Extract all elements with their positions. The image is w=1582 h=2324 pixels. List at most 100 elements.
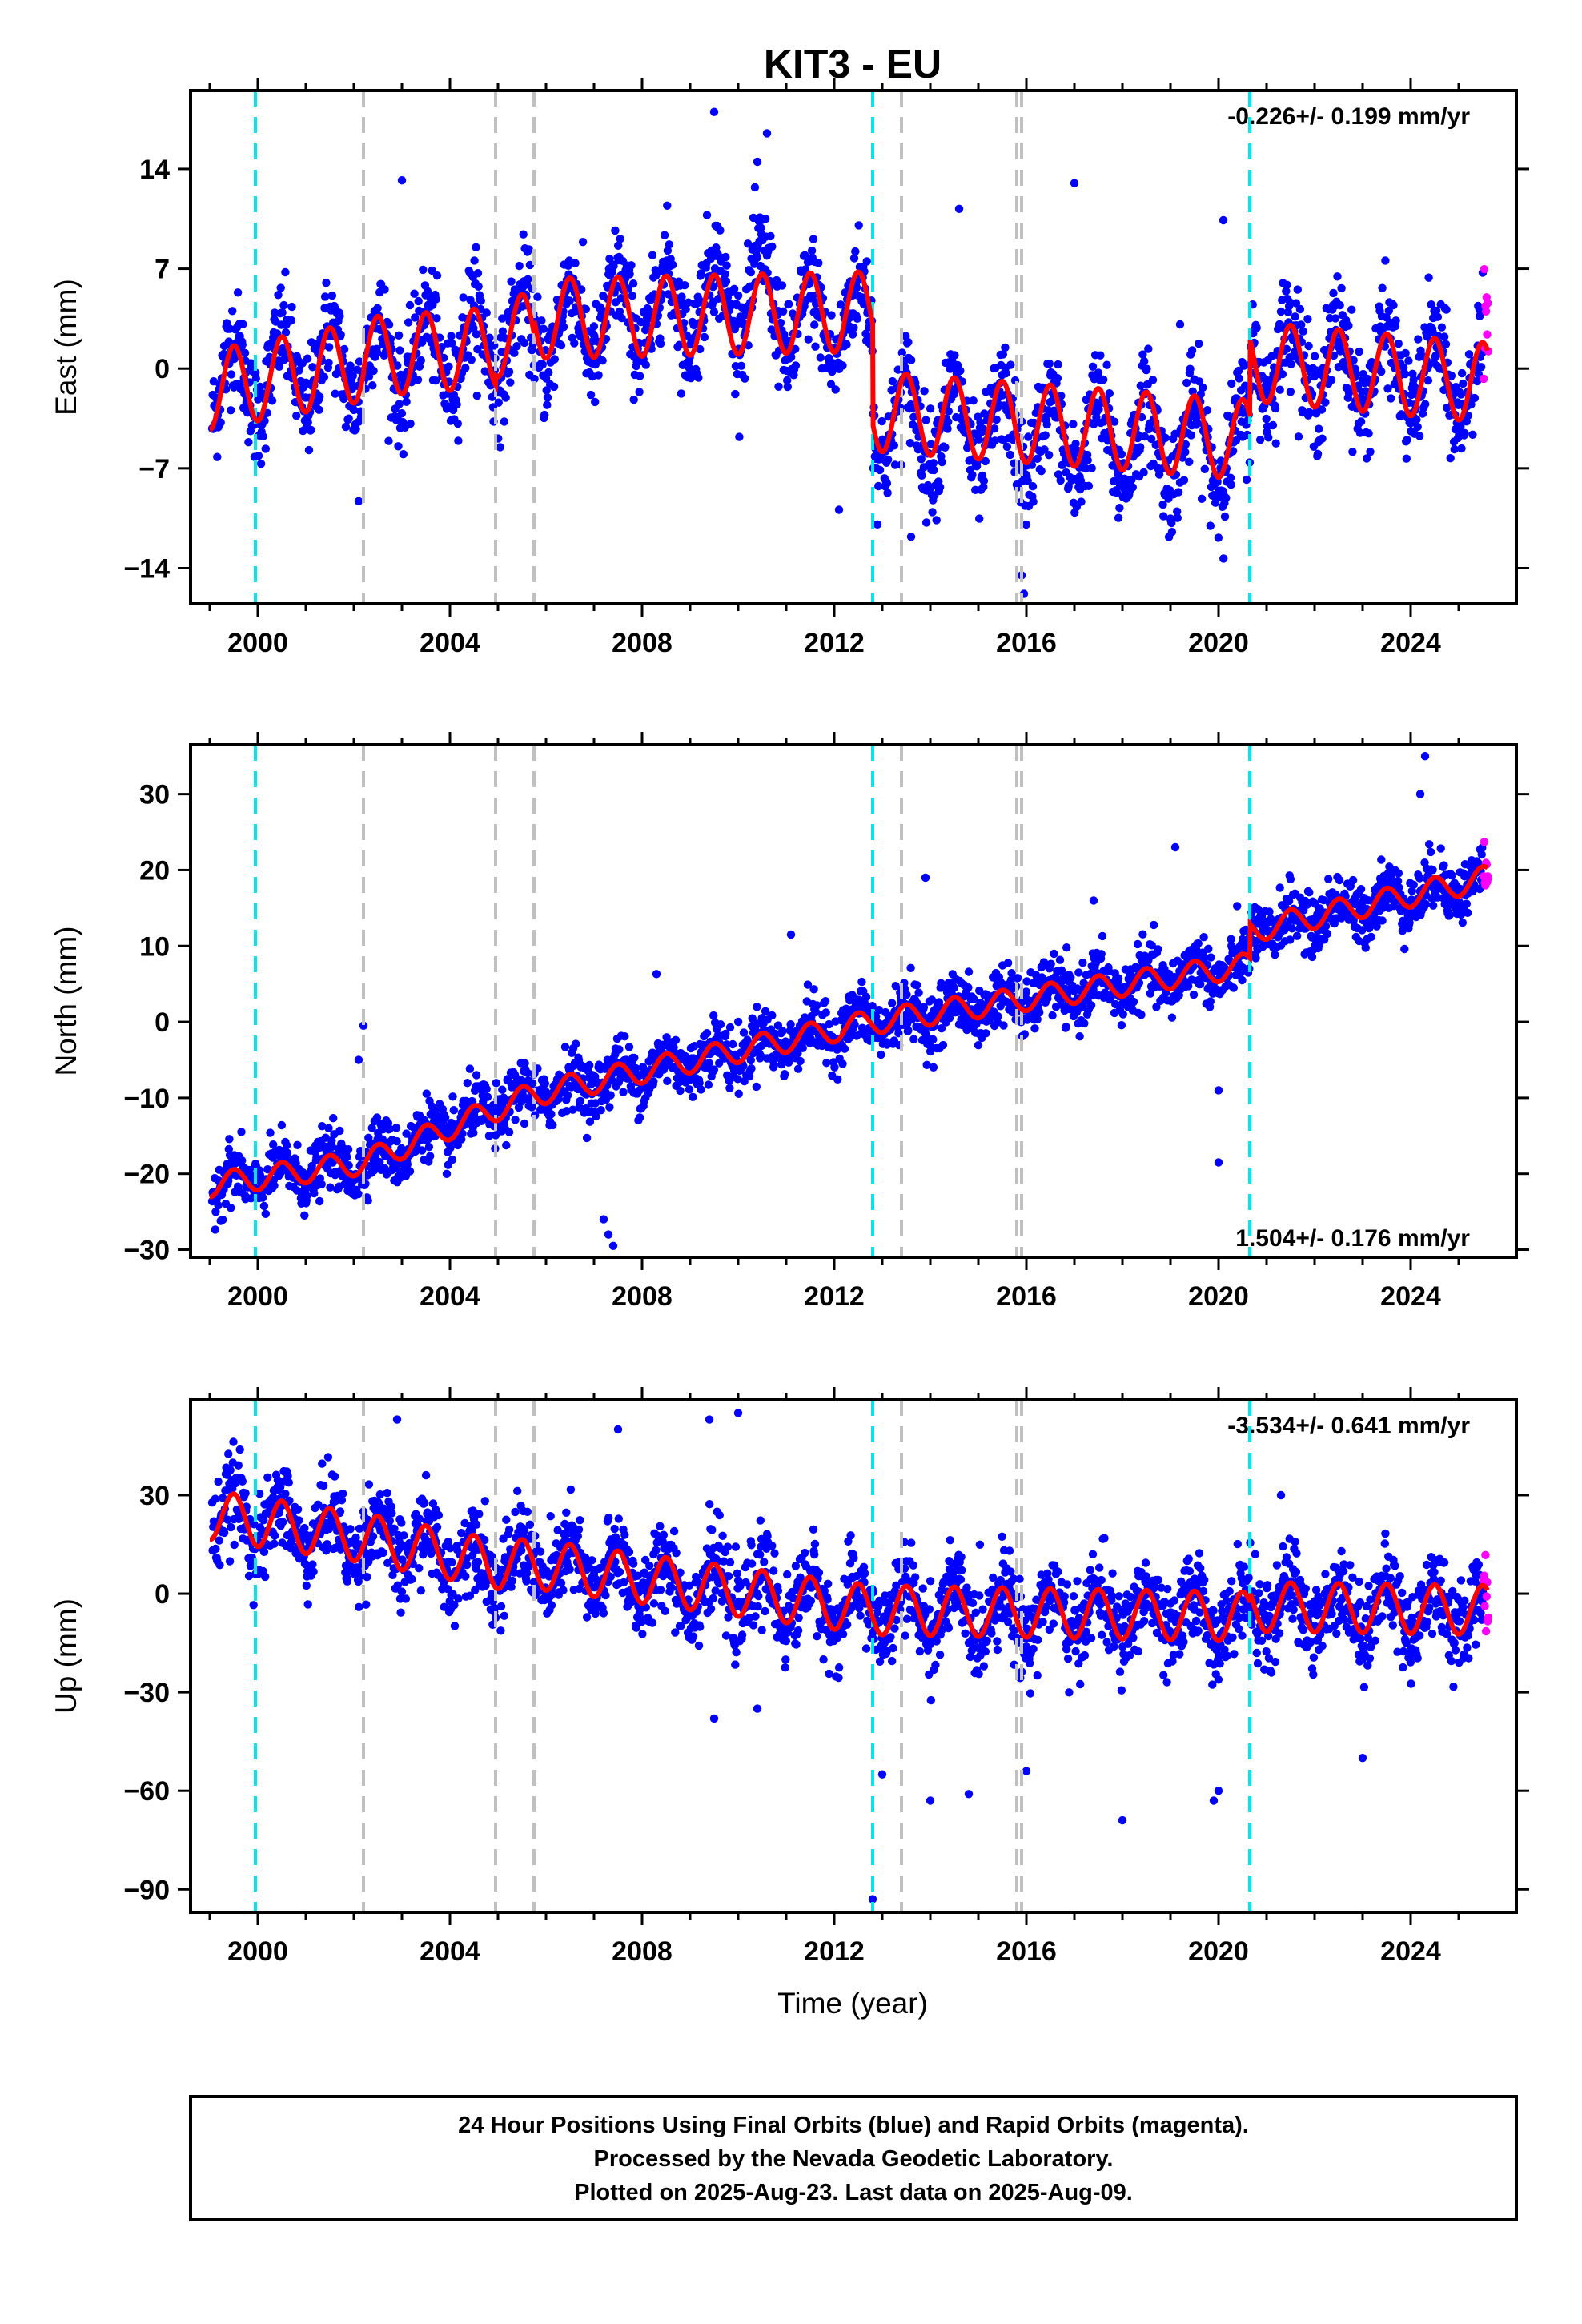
data-point — [266, 1128, 275, 1137]
data-point — [1286, 388, 1295, 396]
data-point — [629, 395, 638, 404]
data-point — [410, 289, 419, 298]
data-point — [399, 450, 408, 459]
data-point — [304, 445, 314, 455]
data-point — [283, 1141, 291, 1150]
data-point — [1384, 306, 1394, 316]
data-point — [315, 1196, 324, 1206]
data-point — [663, 1076, 672, 1086]
data-point — [721, 277, 731, 286]
data-point — [1335, 875, 1344, 885]
data-point — [1154, 945, 1162, 954]
data-point — [344, 1161, 353, 1170]
data-point — [1138, 930, 1147, 939]
data-point — [636, 1113, 644, 1122]
data-point — [964, 967, 974, 976]
data-point — [773, 1021, 783, 1030]
data-point — [974, 435, 983, 444]
data-point — [1147, 941, 1156, 950]
data-point — [1196, 979, 1205, 989]
data-point — [982, 1029, 990, 1038]
data-point — [1226, 473, 1235, 482]
chart-title: KIT3 - EU — [764, 42, 942, 86]
data-point — [868, 1002, 877, 1011]
data-point — [394, 442, 403, 451]
data-point — [394, 331, 404, 340]
data-point — [1467, 400, 1476, 409]
data-point — [851, 247, 860, 256]
data-point — [1305, 408, 1314, 417]
data-point — [1001, 343, 1010, 352]
data-point — [1111, 999, 1120, 1009]
data-point — [325, 343, 334, 352]
data-point — [275, 1169, 285, 1178]
data-point — [315, 392, 324, 401]
data-point — [1327, 376, 1336, 384]
data-point — [850, 1020, 859, 1030]
data-point — [237, 1128, 246, 1136]
data-point — [349, 405, 359, 415]
data-point — [767, 325, 776, 334]
data-point — [605, 1103, 614, 1112]
data-point — [709, 1011, 718, 1020]
data-point — [1413, 422, 1422, 432]
data-point — [632, 1063, 640, 1073]
data-point — [628, 279, 638, 288]
data-point — [1275, 883, 1284, 892]
data-point — [1071, 440, 1080, 448]
data-point — [1200, 464, 1210, 473]
data-point — [1175, 320, 1185, 329]
data-point — [932, 516, 941, 525]
panel-1: 2000 2004 2008 2012 2016 2020 20243020100−10−2… — [50, 732, 1529, 1312]
data-point — [494, 398, 503, 407]
data-point — [721, 252, 730, 262]
data-point — [1096, 351, 1105, 360]
data-point — [838, 361, 847, 370]
data-point — [1402, 454, 1411, 463]
data-point — [1117, 1021, 1126, 1030]
data-point — [1333, 272, 1342, 281]
data-point — [369, 366, 378, 376]
data-point — [888, 376, 897, 386]
data-point — [616, 235, 624, 243]
data-point — [944, 417, 953, 426]
data-point — [862, 257, 871, 266]
data-point — [1075, 1032, 1084, 1041]
data-point — [716, 226, 725, 235]
data-point — [1251, 954, 1260, 963]
data-point — [827, 311, 836, 320]
y-axis-label: East (mm) — [50, 279, 82, 416]
data-point — [1045, 359, 1054, 368]
data-point — [1029, 497, 1038, 506]
data-point — [295, 366, 303, 375]
data-point — [1110, 476, 1118, 486]
data-point — [240, 348, 250, 357]
data-point — [1331, 314, 1340, 323]
data-point — [1102, 360, 1111, 369]
data-point — [543, 400, 552, 409]
data-point — [1105, 389, 1114, 398]
data-point — [406, 419, 415, 428]
data-point — [943, 424, 952, 433]
data-point — [920, 387, 929, 396]
data-point — [891, 982, 900, 991]
x-tick-label: 2000 — [227, 628, 288, 658]
data-point — [469, 1128, 478, 1137]
data-point — [689, 1092, 697, 1102]
data-point — [615, 307, 624, 316]
data-point — [497, 348, 506, 356]
data-point — [1086, 1001, 1096, 1010]
data-point — [267, 396, 277, 405]
data-point — [1158, 500, 1167, 509]
data-point — [1378, 283, 1387, 292]
data-point — [992, 415, 1001, 424]
data-point — [372, 1113, 382, 1122]
data-point — [351, 424, 360, 433]
data-point — [506, 378, 515, 387]
data-point — [1078, 959, 1087, 967]
data-point — [228, 307, 237, 316]
data-point — [1284, 896, 1294, 906]
data-point — [956, 366, 965, 376]
data-point — [402, 397, 411, 406]
data-point — [318, 1122, 327, 1131]
